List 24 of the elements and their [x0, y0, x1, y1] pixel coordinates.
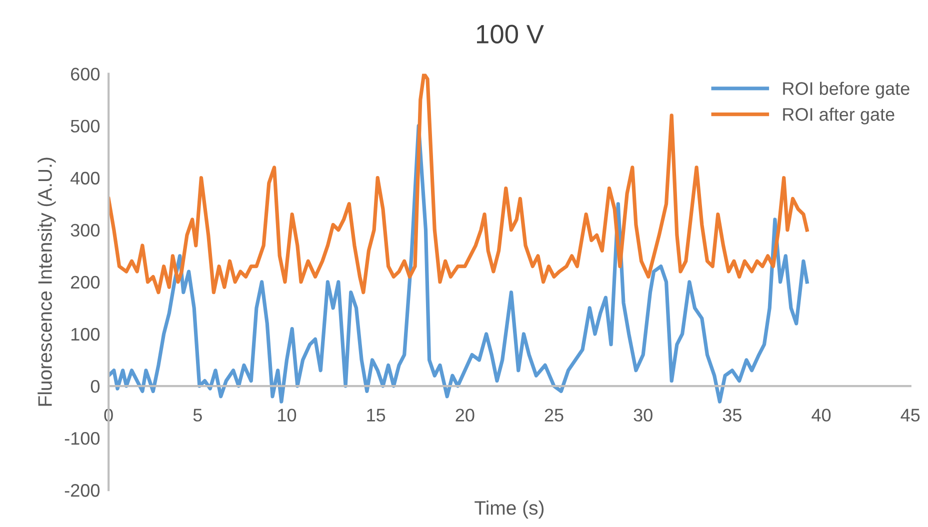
- legend-label: ROI after gate: [783, 108, 894, 124]
- x-tick-label: 40: [812, 408, 831, 422]
- x-tick-label: 10: [278, 408, 296, 422]
- x-axis-title: Time (s): [474, 500, 544, 519]
- y-tick-label: 0: [90, 380, 100, 393]
- x-tick-label: 20: [456, 408, 474, 422]
- y-tick-label: 200: [71, 276, 100, 289]
- x-tick-label: 30: [634, 408, 652, 422]
- y-tick-label: -100: [64, 432, 100, 445]
- x-tick-label: 15: [367, 408, 386, 422]
- x-tick-label: 35: [722, 408, 742, 422]
- y-tick-label: 500: [70, 120, 100, 133]
- y-tick-label: 300: [70, 224, 100, 237]
- legend-label: ROI before gate: [783, 82, 910, 99]
- y-tick-label: 400: [70, 172, 100, 185]
- y-tick-label: -200: [64, 484, 100, 497]
- x-tick-label: 25: [544, 408, 564, 422]
- y-axis-title: Fluorescence Intensity (A.U.): [38, 158, 56, 406]
- chart-title: 100 V: [477, 24, 544, 44]
- y-tick-label: 600: [71, 68, 100, 80]
- x-tick-label: 45: [900, 408, 920, 422]
- y-tick-label: 100: [72, 328, 100, 341]
- x-tick-label: 5: [193, 408, 202, 422]
- line-series: [108, 124, 809, 404]
